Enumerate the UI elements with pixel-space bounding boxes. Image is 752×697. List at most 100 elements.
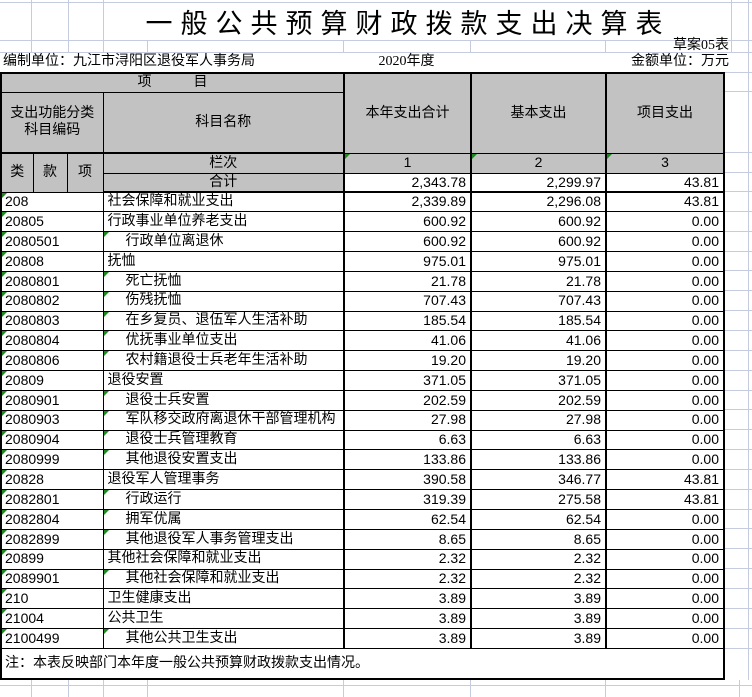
- total-value-cell[interactable]: 43.81: [605, 172, 725, 193]
- lanci-header-cell[interactable]: 栏次: [102, 152, 345, 174]
- value-cell-basic[interactable]: 133.86: [470, 449, 607, 471]
- value-cell-project[interactable]: 0.00: [605, 251, 725, 272]
- code-cell[interactable]: 2082899: [0, 528, 104, 550]
- value-cell-current-total[interactable]: 41.06: [343, 330, 472, 352]
- value-cell-project[interactable]: 0.00: [605, 409, 725, 431]
- subject-cell[interactable]: 其他公共卫生支出: [102, 628, 345, 649]
- subject-cell[interactable]: 行政单位离退休: [102, 231, 345, 253]
- subject-cell[interactable]: 行政运行: [102, 489, 345, 510]
- subject-cell[interactable]: 退役士兵管理教育: [102, 429, 345, 451]
- value-cell-current-total[interactable]: 600.92: [343, 231, 472, 253]
- value-cell-basic[interactable]: 600.92: [470, 211, 607, 233]
- subject-cell[interactable]: 在乡复员、退伍军人生活补助: [102, 310, 345, 332]
- value-cell-basic[interactable]: 275.58: [470, 489, 607, 510]
- value-cell-project[interactable]: 0.00: [605, 290, 725, 312]
- value-cell-basic[interactable]: 8.65: [470, 528, 607, 550]
- value-cell-project[interactable]: 0.00: [605, 548, 725, 570]
- note-cell[interactable]: 注：本表反映部门本年度一般公共预算财政拨款支出情况。: [0, 647, 725, 680]
- col-header-current-total[interactable]: 本年支出合计: [343, 72, 472, 154]
- value-cell-project[interactable]: 0.00: [605, 389, 725, 411]
- value-cell-basic[interactable]: 346.77: [470, 469, 607, 491]
- code-cell[interactable]: 2080804: [0, 330, 104, 352]
- code-cell[interactable]: 20828: [0, 469, 104, 491]
- code-cell[interactable]: 2080803: [0, 310, 104, 332]
- total-value-cell[interactable]: 2,343.78: [343, 172, 472, 193]
- class-header-cell[interactable]: 类: [0, 152, 34, 193]
- col-header-project[interactable]: 项目支出: [605, 72, 725, 154]
- value-cell-basic[interactable]: 707.43: [470, 290, 607, 312]
- subject-cell[interactable]: 死亡抚恤: [102, 270, 345, 292]
- subject-name-header-cell[interactable]: 科目名称: [102, 91, 345, 154]
- code-cell[interactable]: 21004: [0, 608, 104, 630]
- code-cell[interactable]: 20808: [0, 251, 104, 272]
- col-number-2-cell[interactable]: 2: [470, 152, 607, 174]
- value-cell-project[interactable]: 0.00: [605, 449, 725, 471]
- value-cell-basic[interactable]: 185.54: [470, 310, 607, 332]
- amount-unit-label[interactable]: 金额单位：万元: [631, 54, 729, 69]
- code-cell[interactable]: 2080806: [0, 350, 104, 372]
- value-cell-current-total[interactable]: 6.63: [343, 429, 472, 451]
- value-cell-basic[interactable]: 27.98: [470, 409, 607, 431]
- code-cell[interactable]: 2080904: [0, 429, 104, 451]
- value-cell-project[interactable]: 0.00: [605, 528, 725, 550]
- code-cell[interactable]: 2080903: [0, 409, 104, 431]
- code-cell[interactable]: 20899: [0, 548, 104, 570]
- subject-cell[interactable]: 其他社会保障和就业支出: [102, 548, 345, 570]
- subject-cell[interactable]: 社会保障和就业支出: [102, 191, 345, 213]
- value-cell-project[interactable]: 43.81: [605, 191, 725, 213]
- value-cell-project[interactable]: 0.00: [605, 588, 725, 610]
- subject-cell[interactable]: 公共卫生: [102, 608, 345, 630]
- value-cell-basic[interactable]: 371.05: [470, 370, 607, 391]
- draft-label[interactable]: 草案05表: [673, 38, 729, 53]
- value-cell-basic[interactable]: 202.59: [470, 389, 607, 411]
- value-cell-basic[interactable]: 21.78: [470, 270, 607, 292]
- value-cell-basic[interactable]: 3.89: [470, 608, 607, 630]
- code-cell[interactable]: 2100499: [0, 628, 104, 649]
- value-cell-current-total[interactable]: 133.86: [343, 449, 472, 471]
- value-cell-current-total[interactable]: 62.54: [343, 509, 472, 530]
- code-group-header-cell[interactable]: 支出功能分类 科目编码: [0, 91, 104, 154]
- value-cell-basic[interactable]: 2,296.08: [470, 191, 607, 213]
- value-cell-basic[interactable]: 62.54: [470, 509, 607, 530]
- code-cell[interactable]: 2080901: [0, 389, 104, 411]
- value-cell-project[interactable]: 43.81: [605, 469, 725, 491]
- total-label-cell[interactable]: 合计: [102, 172, 345, 193]
- fiscal-year-label[interactable]: 2020年度: [378, 54, 435, 69]
- value-cell-basic[interactable]: 3.89: [470, 588, 607, 610]
- value-cell-current-total[interactable]: 3.89: [343, 628, 472, 649]
- value-cell-current-total[interactable]: 319.39: [343, 489, 472, 510]
- subject-cell[interactable]: 其他退役安置支出: [102, 449, 345, 471]
- value-cell-current-total[interactable]: 19.20: [343, 350, 472, 372]
- code-cell[interactable]: 2080501: [0, 231, 104, 253]
- value-cell-basic[interactable]: 19.20: [470, 350, 607, 372]
- code-cell[interactable]: 2082804: [0, 509, 104, 530]
- value-cell-project[interactable]: 0.00: [605, 350, 725, 372]
- subject-cell[interactable]: 其他退役军人事务管理支出: [102, 528, 345, 550]
- code-cell[interactable]: 20805: [0, 211, 104, 233]
- value-cell-current-total[interactable]: 21.78: [343, 270, 472, 292]
- value-cell-current-total[interactable]: 27.98: [343, 409, 472, 431]
- value-cell-project[interactable]: 0.00: [605, 568, 725, 590]
- value-cell-basic[interactable]: 2.32: [470, 568, 607, 590]
- total-value-cell[interactable]: 2,299.97: [470, 172, 607, 193]
- code-cell[interactable]: 208: [0, 191, 104, 213]
- code-cell[interactable]: 2089901: [0, 568, 104, 590]
- value-cell-basic[interactable]: 3.89: [470, 628, 607, 649]
- code-cell[interactable]: 2080999: [0, 449, 104, 471]
- value-cell-current-total[interactable]: 185.54: [343, 310, 472, 332]
- value-cell-basic[interactable]: 2.32: [470, 548, 607, 570]
- subject-cell[interactable]: 拥军优属: [102, 509, 345, 530]
- value-cell-current-total[interactable]: 975.01: [343, 251, 472, 272]
- value-cell-current-total[interactable]: 202.59: [343, 389, 472, 411]
- value-cell-current-total[interactable]: 3.89: [343, 608, 472, 630]
- subject-cell[interactable]: 退役士兵安置: [102, 389, 345, 411]
- value-cell-project[interactable]: 0.00: [605, 429, 725, 451]
- value-cell-current-total[interactable]: 2,339.89: [343, 191, 472, 213]
- value-cell-project[interactable]: 0.00: [605, 509, 725, 530]
- value-cell-project[interactable]: 0.00: [605, 310, 725, 332]
- code-cell[interactable]: 2080801: [0, 270, 104, 292]
- value-cell-project[interactable]: 0.00: [605, 330, 725, 352]
- col-number-1-cell[interactable]: 1: [343, 152, 472, 174]
- code-cell[interactable]: 2082801: [0, 489, 104, 510]
- value-cell-project[interactable]: 0.00: [605, 370, 725, 391]
